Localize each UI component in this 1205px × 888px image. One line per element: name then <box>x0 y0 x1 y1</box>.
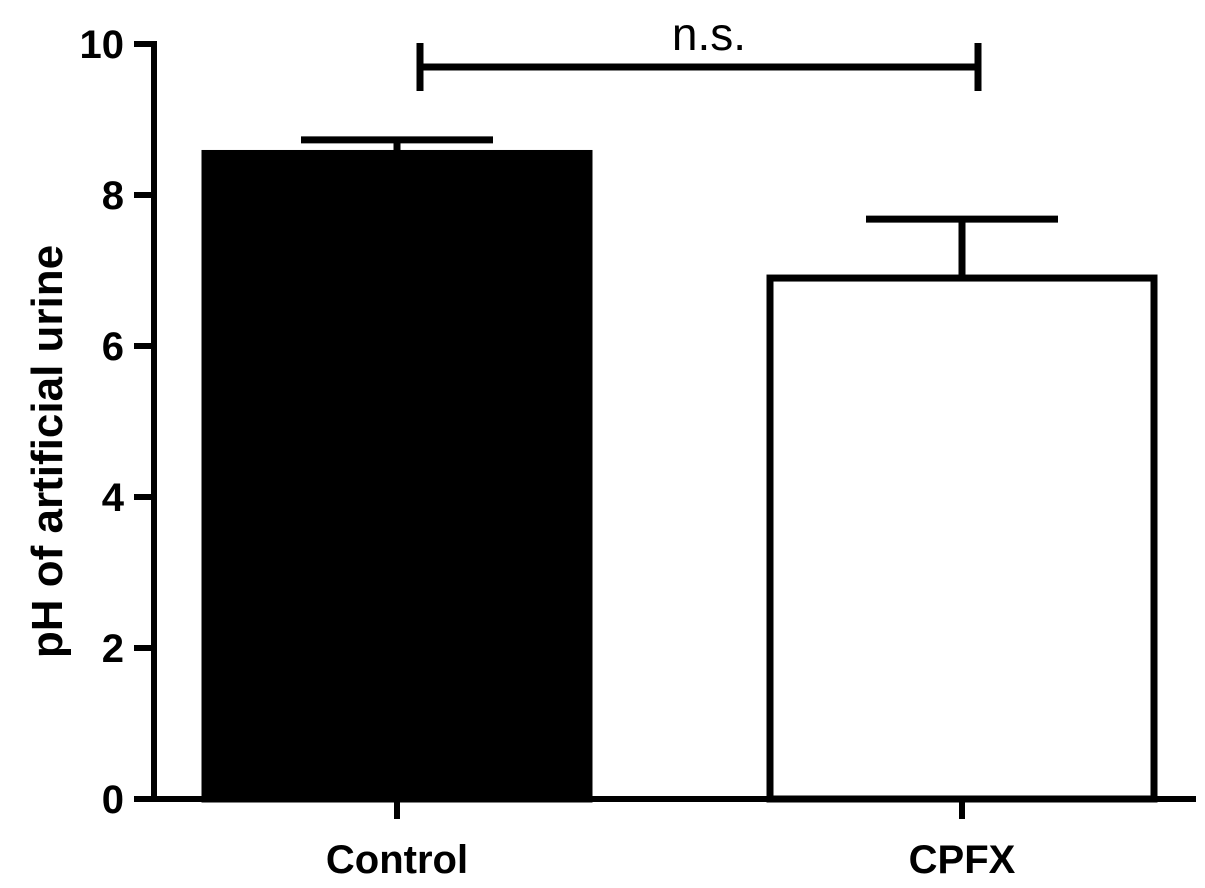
x-tick-label: CPFX <box>909 838 1016 882</box>
y-axis-label: pH of artificial urine <box>23 245 72 658</box>
y-tick-label: 8 <box>102 174 124 218</box>
y-tick-group: 0 2 4 6 8 10 <box>80 23 154 822</box>
x-tick-group: Control CPFX <box>326 799 1016 882</box>
y-tick-label: 2 <box>102 627 124 671</box>
bar-cpfx <box>766 274 1158 803</box>
x-tick-label: Control <box>326 838 468 882</box>
y-tick-label: 4 <box>102 476 125 520</box>
bar-control <box>201 149 593 803</box>
significance-label: n.s. <box>672 8 746 60</box>
error-bar-group <box>301 136 1058 279</box>
y-tick-label: 10 <box>80 23 125 67</box>
y-tick-label: 6 <box>102 325 124 369</box>
significance-bracket: n.s. <box>416 8 982 91</box>
y-tick-label: 0 <box>102 778 124 822</box>
bar-group <box>201 149 1158 803</box>
